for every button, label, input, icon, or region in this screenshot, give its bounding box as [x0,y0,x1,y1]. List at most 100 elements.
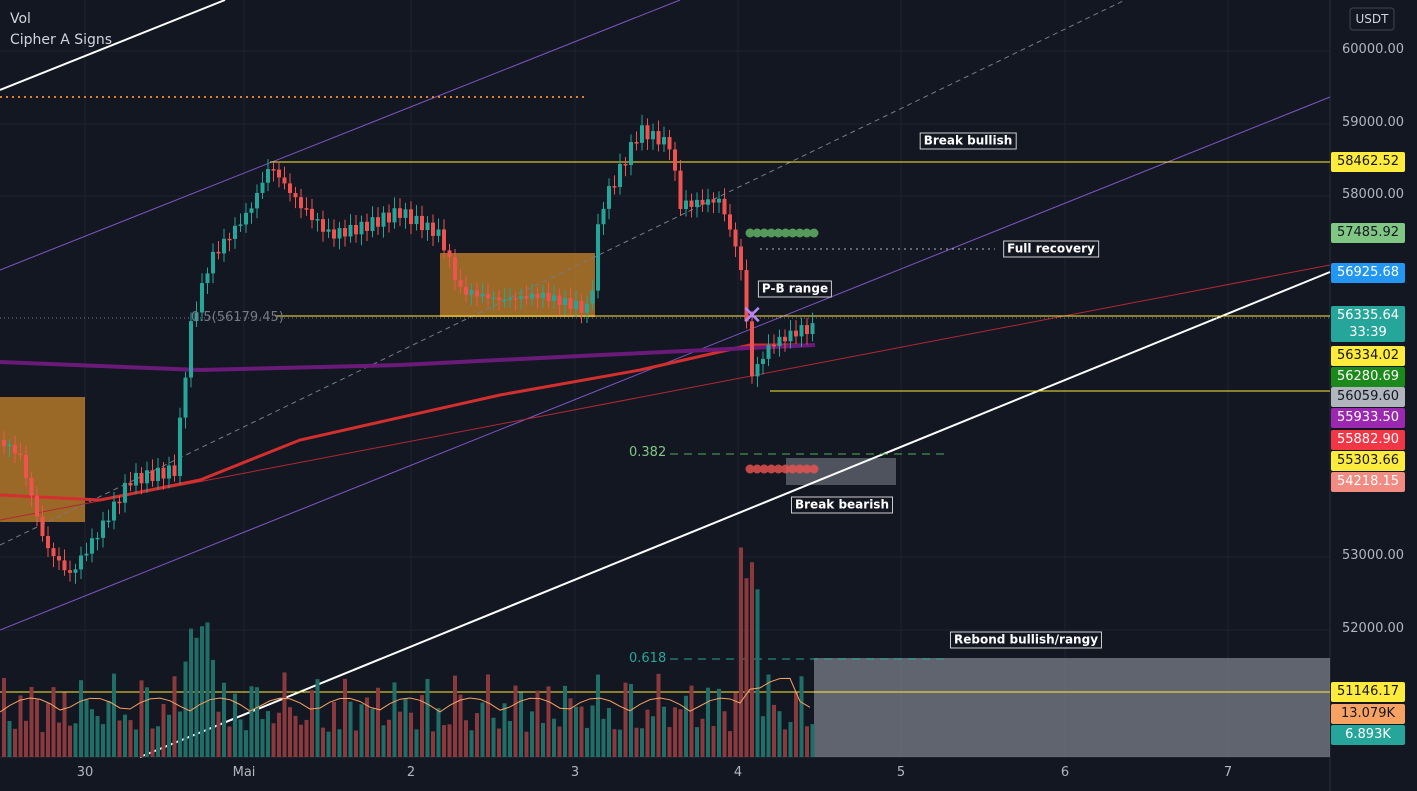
volume-bar [618,729,622,757]
candle-body [68,570,72,573]
volume-bar [73,723,78,757]
candle-body [403,209,408,218]
volume-bar [370,708,375,757]
candle-body [189,321,193,378]
candle-body [370,217,375,231]
volume-bar [711,725,716,757]
volume-bar [222,682,226,757]
candle-body [739,246,743,271]
volume-bar [293,715,298,757]
volume-bar [359,704,364,757]
candle-body [634,142,639,144]
candle-body [354,225,358,235]
candle-body [590,290,595,304]
volume-bar [497,728,501,757]
volume-bar [260,719,265,757]
candle-body [359,221,364,235]
volume-bar [574,706,578,757]
volume-bar [18,695,23,757]
volume-bar [585,727,589,757]
volume-bar [557,726,562,757]
volume-bar [326,731,331,757]
currency: USDT [1356,12,1390,26]
volume-bar [425,678,430,757]
candle-body [293,193,298,198]
time-label: 30 [76,765,94,780]
volume [0,547,815,757]
candle-body [629,142,633,165]
candle-body [348,225,353,237]
volume-bar [321,727,325,757]
candle-body [178,417,182,476]
volume-bar [167,714,171,757]
candle-body [475,290,479,297]
volume-bar [310,690,314,757]
annotation: Break bullish [919,132,1017,150]
volume-bar [695,727,699,757]
range-box [0,397,85,522]
volume-bar [612,729,617,757]
candle-body [381,212,386,227]
volume-bar [156,726,160,757]
volume-bar [244,730,248,757]
candle-body [18,453,23,456]
channel-line [0,0,681,271]
candle-body [282,177,287,184]
candle-body [535,293,540,298]
candle-body [552,295,556,301]
indicator-label: Vol [10,11,31,27]
volume-bar [62,692,67,757]
volume-bar [733,692,738,757]
candle-body [277,169,281,178]
volume-bar [95,715,100,757]
candle-body [194,312,199,322]
price-label: 56059.60 [1331,387,1405,407]
candle-body [805,325,809,335]
volume-bar [810,724,815,757]
candle-body [733,229,738,247]
candle-body [574,300,578,309]
candle-body [799,325,804,337]
volume-bar [788,722,793,757]
candle-body [266,169,270,183]
volume-bar [271,723,276,757]
candle-body [101,520,105,538]
candle-body [216,251,221,254]
candle-body [365,221,369,231]
candle-body [524,296,529,299]
volume-bar [123,714,127,757]
time-label: 7 [1223,765,1233,780]
volume-bar [90,709,94,757]
candle-body [502,299,507,301]
price-tick: 60000.00 [1342,42,1405,57]
candle-body [453,257,457,280]
volume-bar [288,707,292,757]
candle-body [238,224,243,226]
candle-body [596,224,600,291]
candle-body [458,279,463,287]
candle-body [161,467,166,479]
countdown: 33:39 [1331,324,1405,342]
candle-body [788,330,793,342]
candle-body [183,377,188,418]
candle-body [304,208,309,210]
price-tick: 52000.00 [1342,621,1405,636]
volume-bar [546,686,551,757]
candle-body [321,219,325,232]
volume-bar [519,692,523,757]
price-label: 55882.90 [1331,430,1405,450]
volume-bar [563,685,567,757]
candle-body [706,199,710,205]
candle-body [29,477,34,496]
volume-bar [689,685,694,757]
volume-bar [117,720,122,757]
candle-body [337,228,342,239]
volume-bar [590,705,595,757]
candle-body [766,344,771,359]
volume-bar [629,683,633,757]
volume-bar [200,626,204,757]
time-label: 5 [896,765,906,780]
candle-body [513,298,518,300]
volume-bar [51,687,56,757]
candle-body [607,186,611,209]
